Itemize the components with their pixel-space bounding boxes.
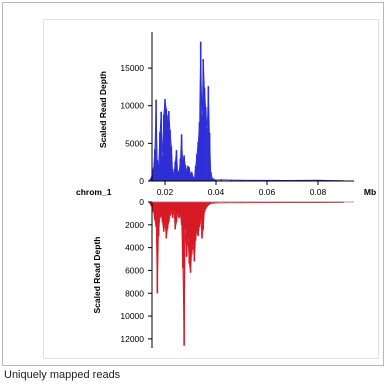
top-series bbox=[148, 41, 345, 182]
bottom-series bbox=[148, 201, 345, 346]
top-y-label: Scaled Read Depth bbox=[98, 71, 108, 148]
bottom-y-label: Scaled Read Depth bbox=[92, 237, 102, 314]
bottom-series-area bbox=[149, 201, 344, 346]
x-tick-label: 0.02 bbox=[157, 187, 174, 197]
top-y-tick-label: 10000 bbox=[120, 101, 144, 111]
bottom-y-tick-label: 12000 bbox=[120, 334, 144, 344]
plot-area: 0 5000 10000 15000 0 2000 4000 6000 8000 10000 120… bbox=[43, 19, 379, 359]
x-unit-label: Mb bbox=[364, 187, 376, 197]
figure-caption: Uniquely mapped reads bbox=[4, 369, 121, 381]
x-tick-label: 0.06 bbox=[259, 187, 276, 197]
bottom-y-tick-label: 0 bbox=[139, 197, 144, 207]
bottom-y-tick-label: 4000 bbox=[125, 243, 144, 253]
bottom-y-tick-label: 8000 bbox=[125, 288, 144, 298]
bottom-y-tick-label: 2000 bbox=[125, 220, 144, 230]
top-y-tick-label: 0 bbox=[139, 176, 144, 186]
top-series-area bbox=[149, 41, 344, 182]
x-tick-label: 0.04 bbox=[208, 187, 225, 197]
chromosome-label: chrom_1 bbox=[76, 187, 112, 197]
bottom-y-tick-label: 6000 bbox=[125, 265, 144, 275]
x-tick-label: 0.08 bbox=[310, 187, 327, 197]
figure-frame: 0 5000 10000 15000 0 2000 4000 6000 8000 10000 120… bbox=[2, 2, 384, 366]
top-y-tick-label: 15000 bbox=[120, 63, 144, 73]
bottom-y-tick-label: 10000 bbox=[120, 311, 144, 321]
read-depth-chart: 0 5000 10000 15000 0 2000 4000 6000 8000 10000 120… bbox=[76, 32, 376, 348]
top-y-tick-label: 5000 bbox=[125, 138, 144, 148]
